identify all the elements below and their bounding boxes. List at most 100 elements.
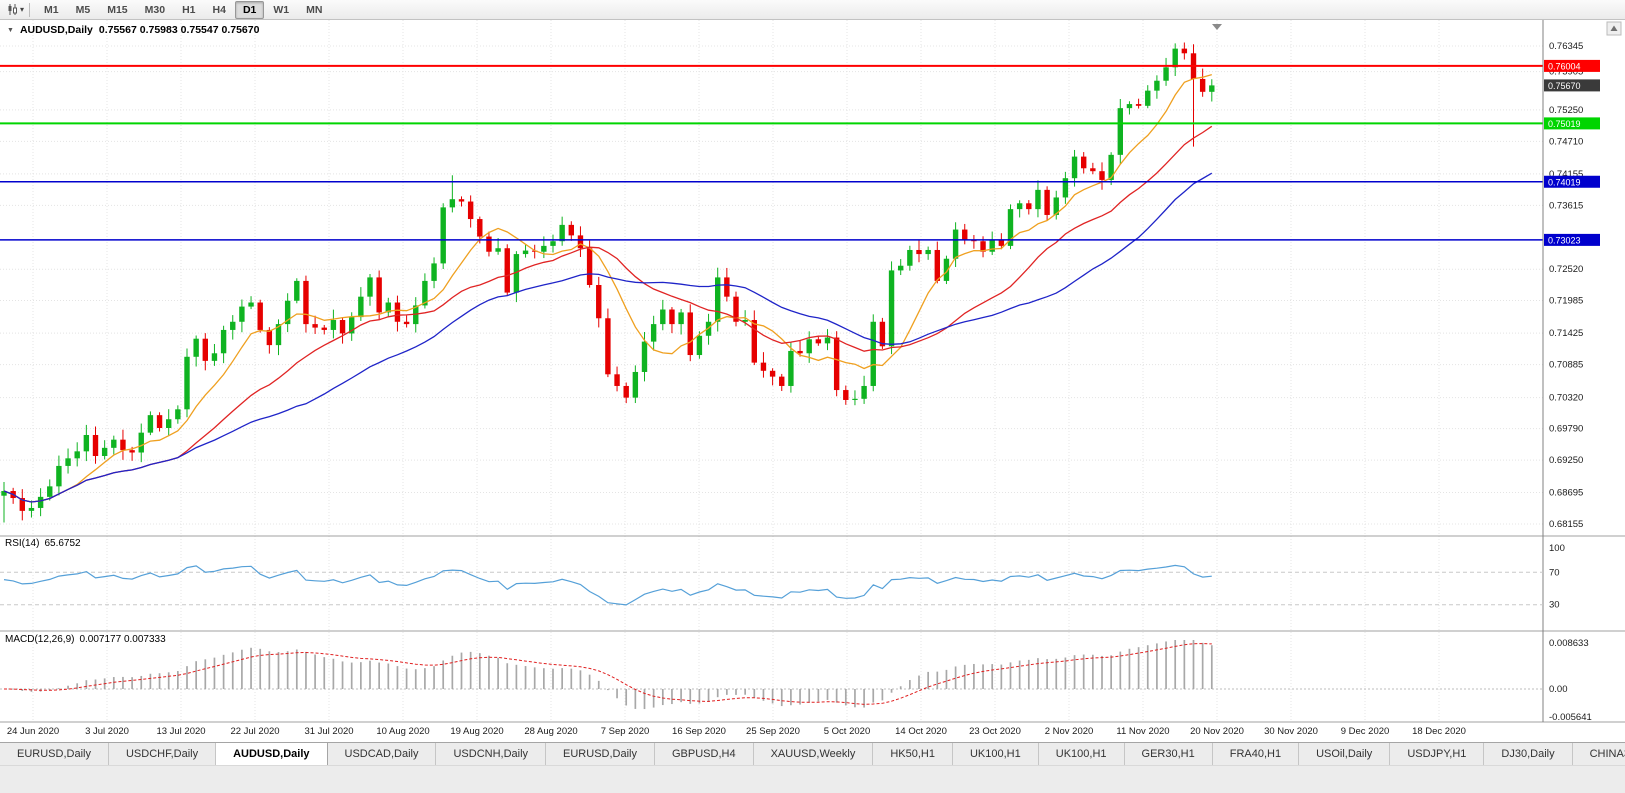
timeframe-button-d1[interactable]: D1 (234, 0, 265, 19)
chart-tab-usoil-daily[interactable]: USOil,Daily (1299, 743, 1391, 765)
svg-text:0.69790: 0.69790 (1549, 424, 1583, 435)
svg-text:18 Dec 2020: 18 Dec 2020 (1412, 726, 1466, 737)
svg-text:0.73615: 0.73615 (1549, 200, 1583, 211)
timeframe-button-m5[interactable]: M5 (75, 3, 91, 16)
rsi-panel: 100 70 30 (0, 543, 1565, 611)
svg-text:22 Jul 2020: 22 Jul 2020 (230, 726, 279, 737)
symbol-period-label: AUDUSD,Daily (19, 24, 93, 36)
slow-ma-line (3, 172, 1213, 503)
macd-indicator-label: MACD(12,26,9) 0.007177 0.007333 (5, 634, 166, 645)
top-toolbar: ▾ M1 M5 M15 M30 H1 H4 D1 W1 MN (0, 0, 1625, 20)
rsi-line (3, 564, 1212, 606)
chart-tab-usdjpy-h1[interactable]: USDJPY,H1 (1390, 743, 1485, 765)
moving-averages-layer (3, 73, 1213, 503)
chart-shift-marker-icon[interactable] (1212, 24, 1222, 30)
svg-text:30: 30 (1549, 600, 1560, 611)
svg-text:0.74019: 0.74019 (1548, 177, 1581, 187)
svg-text:3 Jul 2020: 3 Jul 2020 (85, 726, 129, 737)
macd-name: MACD(12,26,9) (5, 634, 75, 645)
chart-tab-fra40-h1[interactable]: FRA40,H1 (1212, 743, 1300, 765)
svg-text:25 Sep 2020: 25 Sep 2020 (746, 726, 800, 737)
chart-tab-ger30-h1[interactable]: GER30,H1 (1124, 743, 1213, 765)
date-axis: 24 Jun 2020 3 Jul 2020 13 Jul 2020 22 Jul 2… (7, 726, 1466, 737)
chart-tab-usdcnh-daily[interactable]: USDCNH,Daily (436, 743, 547, 765)
macd-signal-line (3, 643, 1212, 705)
svg-text:11 Nov 2020: 11 Nov 2020 (1116, 726, 1169, 737)
svg-text:19 Aug 2020: 19 Aug 2020 (450, 726, 503, 737)
svg-text:23 Oct 2020: 23 Oct 2020 (969, 726, 1021, 737)
chart-title: ▼ AUDUSD,Daily 0.75567 0.75983 0.75547 0… (7, 24, 259, 36)
svg-text:28 Aug 2020: 28 Aug 2020 (524, 726, 577, 737)
status-bar (0, 765, 1625, 793)
svg-text:10 Aug 2020: 10 Aug 2020 (376, 726, 429, 737)
svg-text:14 Oct 2020: 14 Oct 2020 (895, 726, 947, 737)
horizontal-lines-layer[interactable] (0, 64, 1543, 241)
macd-panel: 0.008633 0.00 -0.005641 (0, 638, 1592, 723)
svg-text:0.75905: 0.75905 (1549, 67, 1583, 78)
svg-text:0.71985: 0.71985 (1549, 295, 1583, 306)
chart-tab-eurusd-daily[interactable]: EURUSD,Daily (546, 743, 655, 765)
svg-text:0.71425: 0.71425 (1549, 328, 1583, 339)
svg-text:100: 100 (1549, 543, 1565, 554)
chevron-down-icon[interactable]: ▾ (20, 5, 25, 14)
svg-text:5 Oct 2020: 5 Oct 2020 (824, 726, 870, 737)
medium-ma-line (3, 125, 1213, 503)
price-badge-0.73023: 0.73023 (1544, 233, 1600, 246)
svg-text:0.68155: 0.68155 (1549, 519, 1583, 530)
timeframe-button-m15[interactable]: M15 (107, 3, 128, 16)
chart-tab-dj30-daily[interactable]: DJ30,Daily (1484, 743, 1573, 765)
svg-text:13 Jul 2020: 13 Jul 2020 (156, 726, 205, 737)
svg-text:2 Nov 2020: 2 Nov 2020 (1045, 726, 1094, 737)
svg-text:0.68695: 0.68695 (1549, 487, 1583, 498)
svg-text:0.74710: 0.74710 (1549, 136, 1583, 147)
svg-text:70: 70 (1549, 567, 1560, 578)
svg-text:9 Dec 2020: 9 Dec 2020 (1341, 726, 1390, 737)
svg-text:0.76345: 0.76345 (1549, 41, 1583, 52)
svg-text:16 Sep 2020: 16 Sep 2020 (672, 726, 726, 737)
svg-text:0.74155: 0.74155 (1549, 169, 1583, 180)
chart-tab-hk50-h1[interactable]: HK50,H1 (873, 743, 953, 765)
svg-text:0.70885: 0.70885 (1549, 360, 1583, 371)
svg-text:-0.005641: -0.005641 (1549, 712, 1592, 723)
chart-tab-usdcad-daily[interactable]: USDCAD,Daily (327, 743, 437, 765)
rsi-indicator-label: RSI(14) 65.6752 (5, 538, 81, 549)
chart-tab-eurusd-daily[interactable]: EURUSD,Daily (0, 743, 109, 765)
svg-text:31 Jul 2020: 31 Jul 2020 (304, 726, 353, 737)
panel-separators (0, 20, 1625, 723)
axis-scroll-arrow-icon[interactable] (1606, 21, 1622, 36)
svg-text:0.75250: 0.75250 (1549, 105, 1583, 116)
svg-text:0.75670: 0.75670 (1548, 81, 1581, 91)
toolbar-separator (29, 2, 31, 17)
price-axis: 0.76345 0.75905 0.75250 0.74710 0.74155 0.736… (1549, 41, 1583, 530)
price-badges: 0.76004 0.75019 0.74019 0.73023 0.75670 (1544, 59, 1600, 246)
timeframe-button-mn[interactable]: MN (306, 3, 323, 16)
macd-values: 0.007177 0.007333 (79, 634, 166, 645)
timeframe-button-h1[interactable]: H1 (182, 3, 196, 16)
timeframe-button-h4[interactable]: H4 (212, 3, 226, 16)
chart-tab-usdchf-daily[interactable]: USDCHF,Daily (108, 743, 217, 765)
chart-tab-audusd-daily[interactable]: AUDUSD,Daily (216, 743, 328, 765)
chart-tab-gbpusd-h4[interactable]: GBPUSD,H4 (655, 743, 754, 765)
svg-text:7 Sep 2020: 7 Sep 2020 (601, 726, 650, 737)
candles-layer (1, 42, 1215, 523)
chart-tab-uk100-h1[interactable]: UK100,H1 (952, 743, 1039, 765)
svg-text:0.76004: 0.76004 (1548, 61, 1581, 71)
chart-tab-uk100-h1[interactable]: UK100,H1 (1038, 743, 1125, 765)
candlestick-chart-icon[interactable] (4, 3, 20, 17)
timeframe-buttons-group: M1 M5 M15 M30 H1 H4 D1 W1 MN (36, 0, 330, 19)
chart-tabs-bar: EURUSD,Daily USDCHF,Daily AUDUSD,Daily USDC… (0, 742, 1625, 765)
timeframe-button-w1[interactable]: W1 (273, 3, 290, 16)
timeframe-button-m30[interactable]: M30 (144, 3, 166, 16)
timeframe-button-m1[interactable]: M1 (44, 3, 59, 16)
quick-trade-arrow-icon[interactable]: ▼ (7, 26, 14, 34)
price-badge-0.75670: 0.75670 (1544, 79, 1600, 92)
svg-text:0.69250: 0.69250 (1549, 455, 1583, 466)
rsi-name: RSI(14) (5, 538, 40, 549)
chart-tab-xauusd-weekly[interactable]: XAUUSD,Weekly (753, 743, 874, 765)
chart-canvas[interactable]: 0.76345 0.75905 0.75250 0.74710 0.74155 0.736… (0, 20, 1625, 742)
svg-text:20 Nov 2020: 20 Nov 2020 (1190, 726, 1244, 737)
chart-tab-china300-h1[interactable]: CHINA300,H1 (1572, 743, 1625, 765)
svg-text:0.70320: 0.70320 (1549, 393, 1583, 404)
svg-text:0.00: 0.00 (1549, 684, 1568, 695)
